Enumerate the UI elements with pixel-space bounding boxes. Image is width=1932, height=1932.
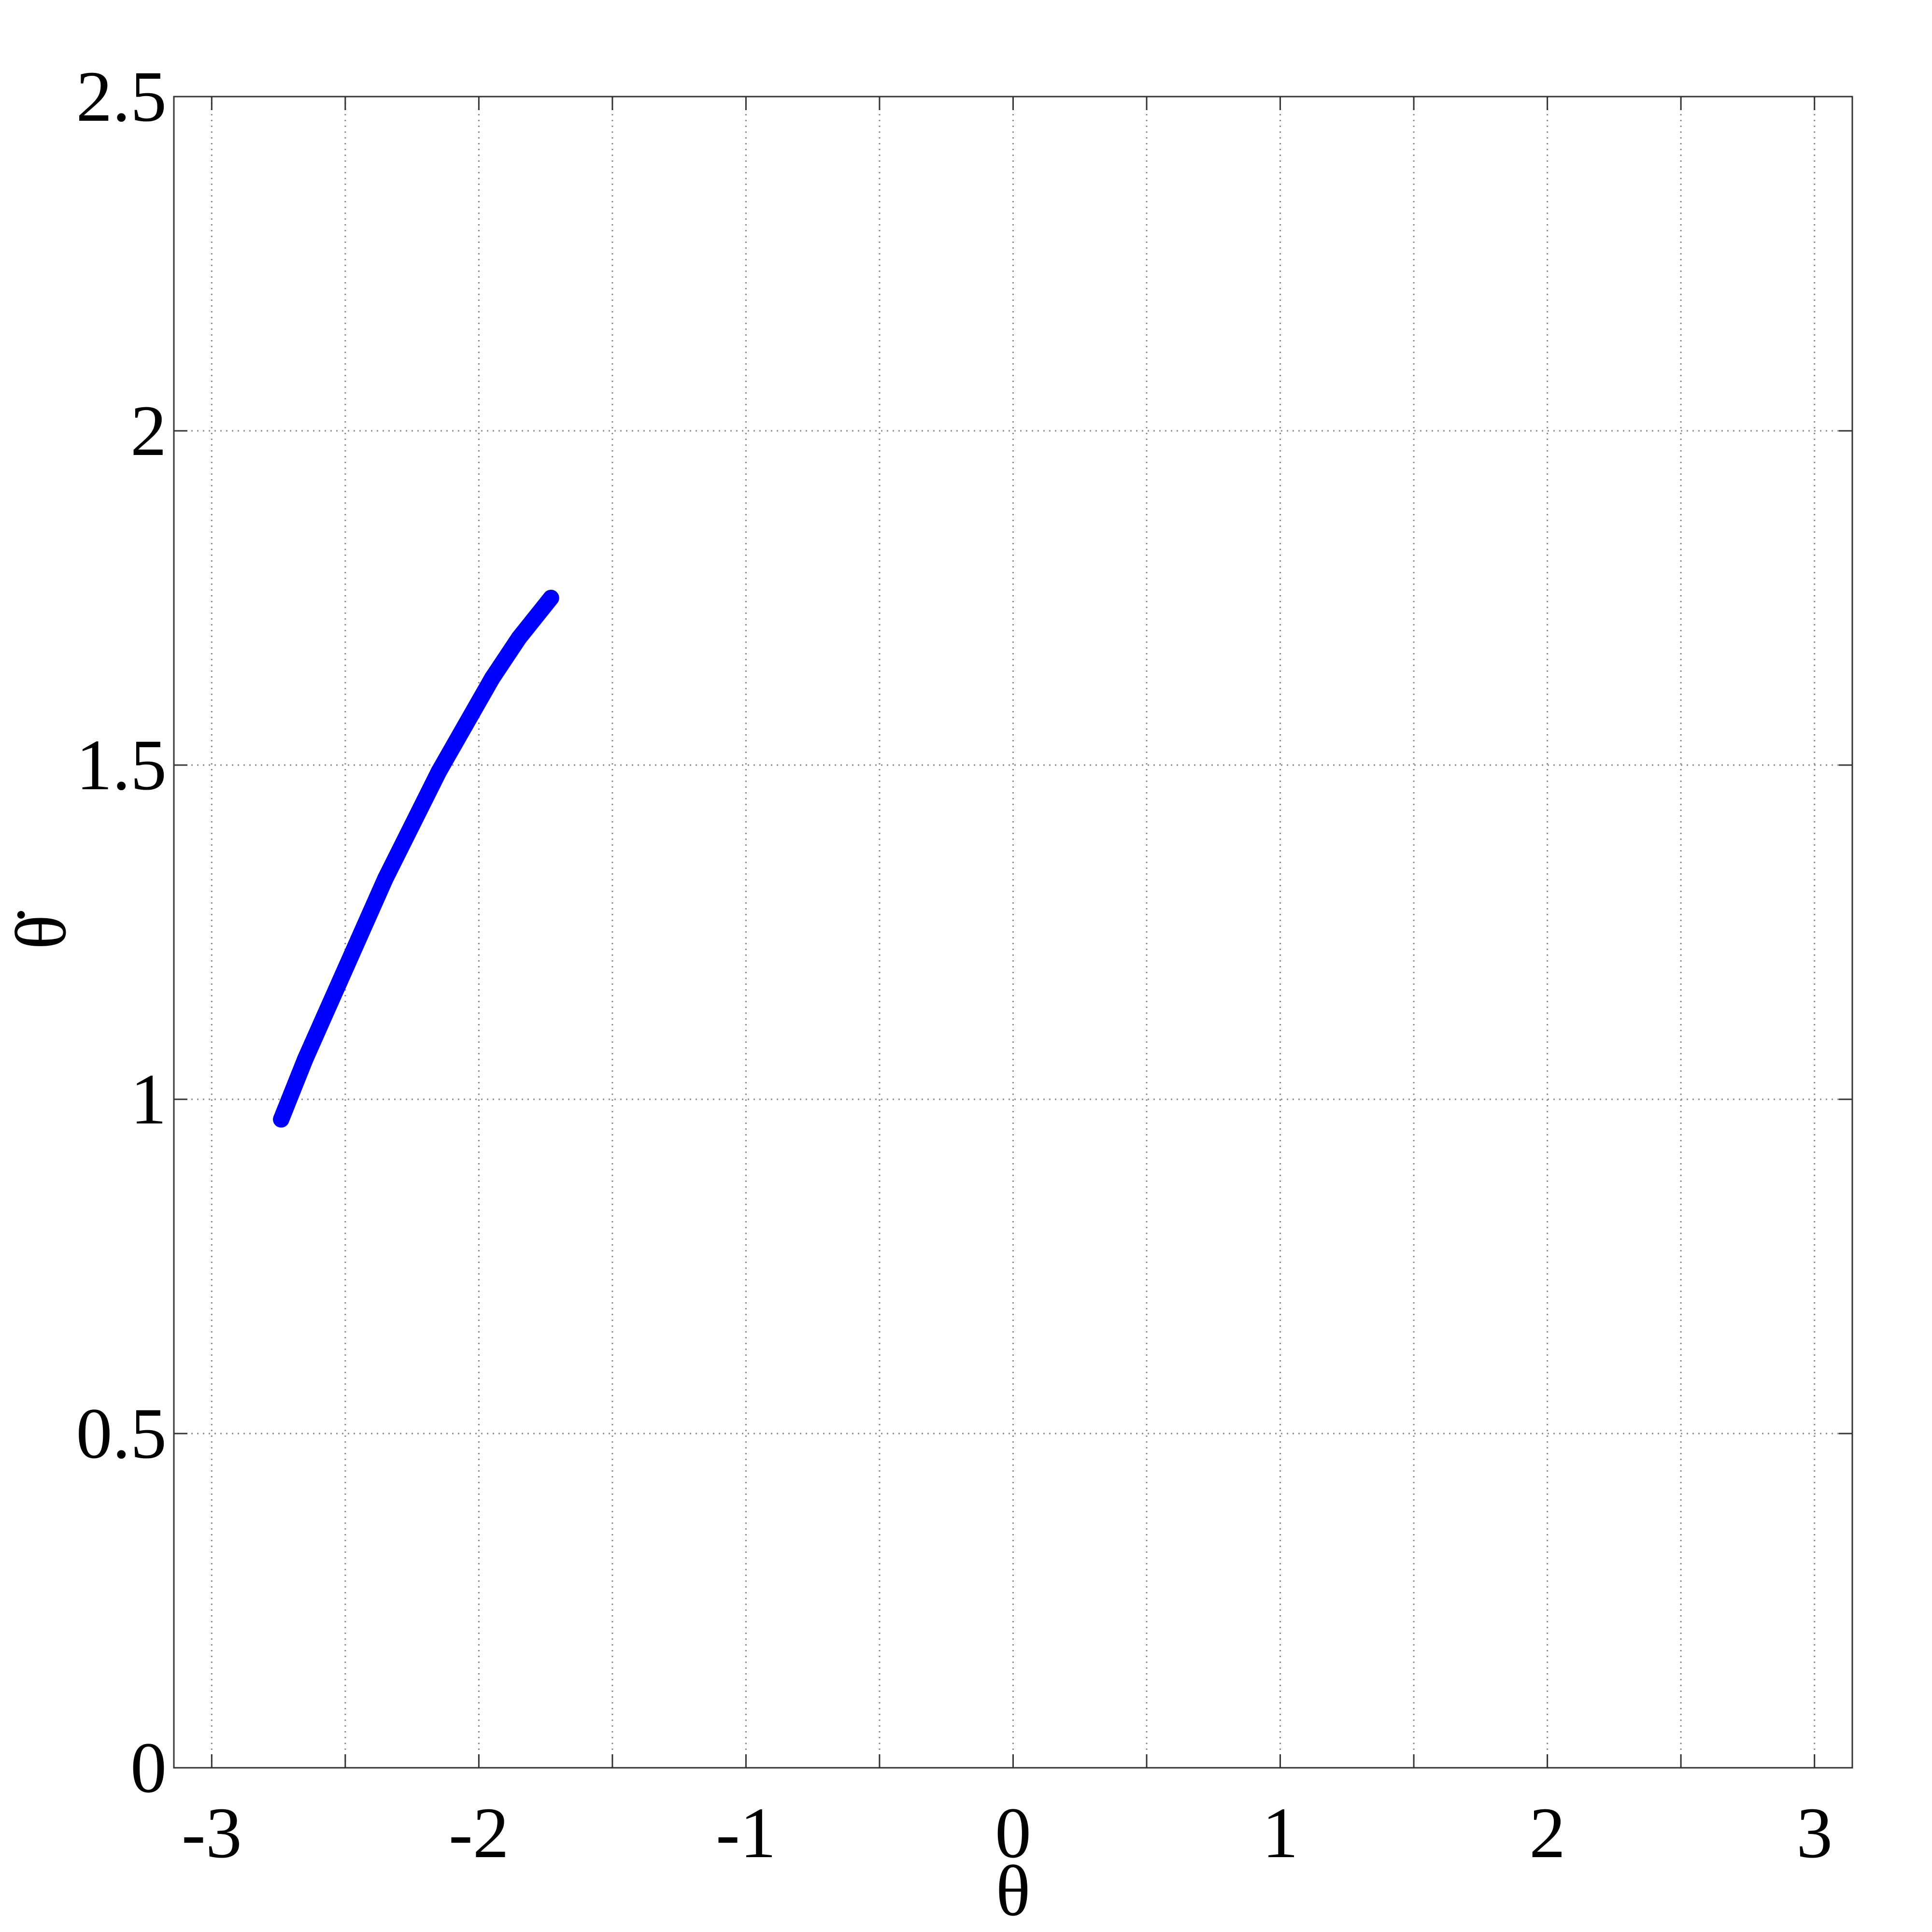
data-point	[404, 817, 421, 834]
data-point	[511, 630, 527, 647]
series-line	[273, 590, 559, 1128]
y-tick-label: 2.5	[76, 57, 167, 137]
data-point	[273, 1111, 290, 1128]
x-tick-label: 0	[995, 1793, 1031, 1873]
x-tick-label: -1	[716, 1793, 776, 1873]
data-point	[484, 670, 501, 687]
data-series	[273, 590, 559, 1128]
x-tick-label: -3	[182, 1793, 242, 1873]
data-point	[350, 930, 367, 947]
y-tick-label: 0	[130, 1728, 167, 1808]
data-point	[430, 763, 447, 780]
y-tick-label: 0.5	[76, 1393, 167, 1474]
data-point	[377, 870, 394, 887]
x-tick-label: 3	[1796, 1793, 1833, 1873]
x-tick-label: 1	[1262, 1793, 1298, 1873]
x-axis-label: θ	[996, 1851, 1031, 1931]
y-tick-label: 2	[130, 391, 167, 471]
y-tick-label: 1.5	[76, 725, 167, 805]
grid-lines	[174, 96, 1852, 1769]
x-tick-label: 2	[1529, 1793, 1565, 1873]
x-tick-labels: -3 -2 -1 0 1 2 3	[182, 1793, 1833, 1873]
y-axis-label: θ̇	[1, 911, 81, 950]
data-point	[457, 716, 474, 733]
data-point	[542, 590, 559, 606]
tick-marks	[174, 96, 1852, 1769]
x-tick-label: -2	[449, 1793, 509, 1873]
y-tick-label: 1	[130, 1059, 167, 1139]
y-tick-labels: 0 0.5 1 1.5 2 2.5	[76, 57, 167, 1808]
data-point	[297, 1051, 313, 1067]
data-point	[324, 991, 341, 1008]
